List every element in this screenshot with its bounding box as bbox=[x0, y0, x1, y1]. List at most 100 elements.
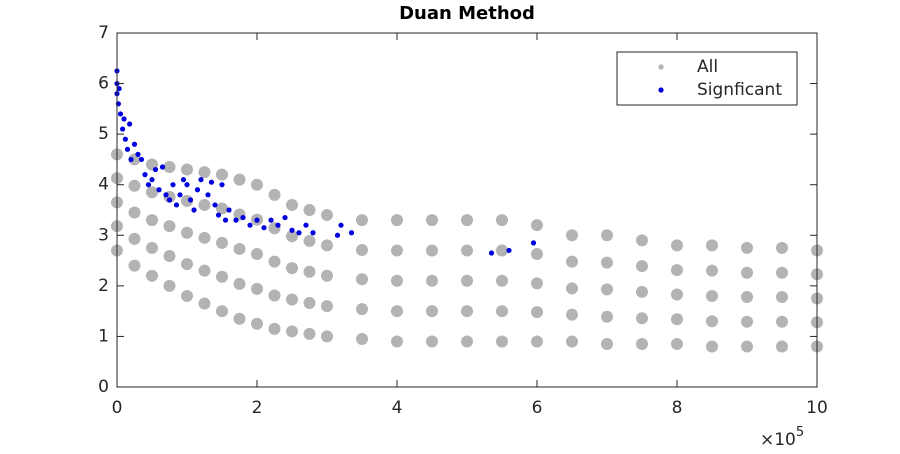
scatter-point bbox=[205, 192, 211, 198]
scatter-point bbox=[303, 327, 316, 340]
scatter-point bbox=[163, 220, 176, 233]
scatter-point bbox=[391, 305, 403, 318]
scatter-point bbox=[671, 239, 683, 252]
scatter-point bbox=[181, 163, 193, 176]
scatter-point bbox=[135, 151, 141, 157]
scatter-point bbox=[128, 156, 134, 163]
scatter-point bbox=[275, 222, 281, 228]
scatter-point bbox=[254, 217, 260, 223]
scatter-point bbox=[706, 289, 718, 302]
scatter-point bbox=[208, 179, 215, 185]
x-tick-label: 6 bbox=[532, 398, 543, 418]
scatter-point bbox=[776, 290, 788, 303]
scatter-point bbox=[163, 279, 176, 292]
scatter-point bbox=[496, 214, 508, 227]
scatter-point bbox=[741, 266, 753, 279]
scatter-point bbox=[741, 241, 753, 254]
scatter-point bbox=[321, 209, 333, 222]
scatter-point bbox=[531, 247, 543, 260]
scatter-point bbox=[216, 168, 228, 181]
y-tick-label: 7 bbox=[98, 23, 109, 43]
scatter-point bbox=[636, 312, 648, 325]
legend-box bbox=[616, 51, 798, 106]
scatter-point bbox=[601, 338, 613, 351]
scatter-point bbox=[531, 306, 543, 319]
scatter-point bbox=[128, 206, 141, 219]
scatter-point bbox=[303, 222, 309, 228]
scatter-point bbox=[251, 317, 263, 330]
scatter-point bbox=[286, 262, 298, 275]
scatter-point bbox=[356, 214, 368, 227]
scatter-point bbox=[268, 217, 274, 223]
scatter-point bbox=[671, 264, 683, 277]
scatter-point bbox=[426, 335, 438, 348]
scatter-point bbox=[286, 230, 298, 243]
scatter-point bbox=[216, 236, 228, 249]
scatter-point bbox=[566, 255, 578, 268]
scatter-point bbox=[181, 289, 193, 302]
y-tick-label: 1 bbox=[98, 326, 109, 346]
scatter-point bbox=[426, 214, 438, 227]
scatter-point bbox=[496, 305, 508, 318]
scatter-point bbox=[184, 182, 190, 188]
scatter-point bbox=[321, 300, 333, 313]
scatter-point bbox=[191, 207, 197, 213]
scatter-point bbox=[146, 214, 158, 227]
scatter-point bbox=[233, 173, 246, 186]
scatter-point bbox=[391, 214, 403, 227]
scatter-point bbox=[636, 260, 648, 273]
scatter-point bbox=[566, 282, 578, 295]
scatter-point bbox=[251, 282, 263, 295]
scatter-point bbox=[286, 198, 298, 211]
scatter-point bbox=[671, 288, 683, 301]
scatter-point bbox=[671, 313, 683, 326]
scatter-point bbox=[138, 156, 145, 163]
scatter-point bbox=[216, 202, 228, 215]
scatter-point bbox=[496, 335, 508, 348]
scatter-point bbox=[391, 274, 403, 287]
scatter-point bbox=[776, 315, 788, 328]
scatter-point bbox=[776, 241, 788, 254]
scatter-point bbox=[156, 187, 162, 193]
scatter-point bbox=[219, 182, 225, 188]
scatter-point bbox=[216, 305, 228, 318]
scatter-point bbox=[461, 274, 473, 287]
scatter-point bbox=[296, 230, 302, 236]
scatter-point bbox=[348, 230, 355, 236]
scatter-point bbox=[215, 212, 222, 218]
x-tick-label: 4 bbox=[392, 398, 403, 418]
scatter-point bbox=[163, 250, 176, 263]
scatter-point bbox=[426, 305, 438, 318]
scatter-point bbox=[127, 121, 133, 127]
scatter-point bbox=[391, 335, 403, 348]
scatter-point bbox=[149, 177, 155, 183]
scatter-point bbox=[496, 244, 508, 257]
scatter-point bbox=[636, 338, 648, 351]
scatter-point bbox=[321, 269, 333, 282]
scatter-point bbox=[268, 289, 281, 302]
scatter-point bbox=[286, 293, 298, 306]
scatter-point bbox=[181, 226, 193, 239]
scatter-point bbox=[310, 230, 316, 236]
scatter-point bbox=[461, 305, 473, 318]
scatter-point bbox=[198, 264, 211, 277]
scatter-point bbox=[233, 242, 246, 255]
scatter-point bbox=[356, 332, 368, 345]
scatter-point bbox=[776, 266, 788, 279]
scatter-point bbox=[163, 161, 176, 174]
scatter-point bbox=[338, 222, 344, 228]
scatter-point bbox=[198, 231, 211, 244]
scatter-point bbox=[303, 234, 316, 247]
scatter-point bbox=[128, 232, 141, 245]
scatter-point bbox=[198, 297, 211, 310]
legend-label: All bbox=[697, 57, 718, 77]
scatter-point bbox=[671, 338, 683, 351]
x-tick-label: 10 bbox=[806, 398, 828, 418]
scatter-point bbox=[601, 283, 613, 296]
scatter-point bbox=[240, 214, 246, 221]
scatter-point bbox=[741, 315, 753, 328]
scatter-point bbox=[706, 239, 718, 252]
y-tick-label: 6 bbox=[98, 74, 109, 94]
scatter-point bbox=[741, 290, 753, 303]
